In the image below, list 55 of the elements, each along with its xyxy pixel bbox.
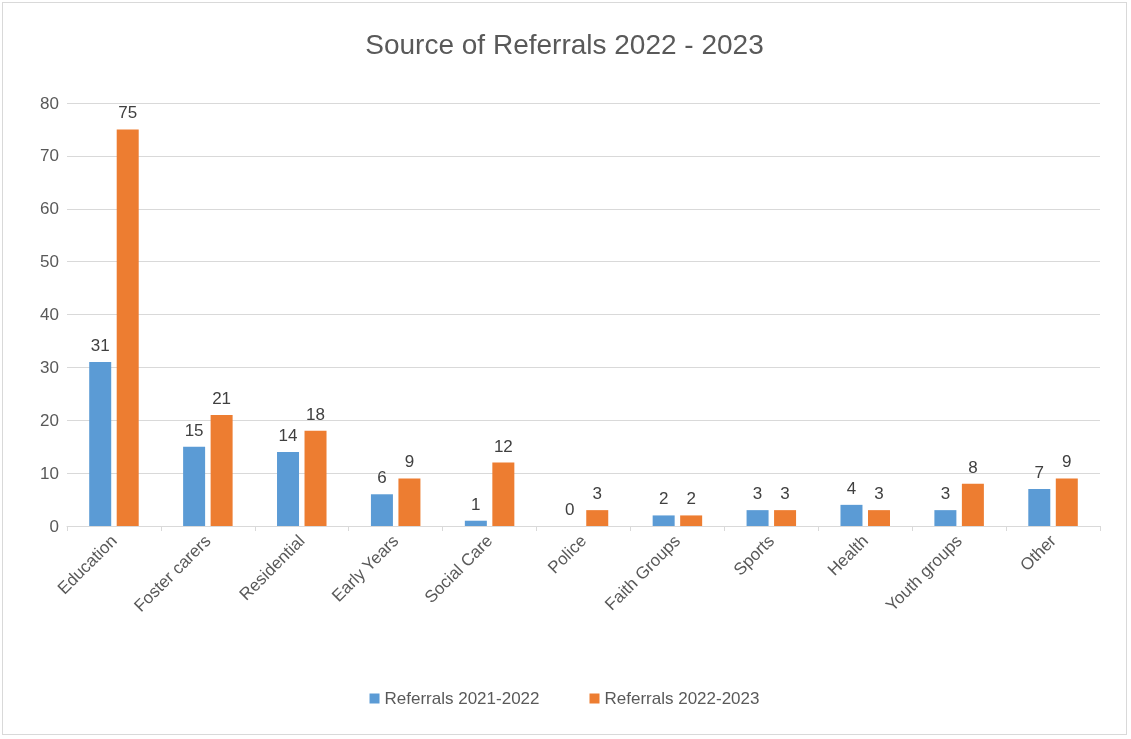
data-label: 2 (658, 489, 669, 509)
bar (398, 478, 421, 526)
bar (210, 414, 233, 526)
data-label: 12 (493, 436, 513, 456)
data-label: 14 (278, 425, 298, 445)
data-label: 3 (752, 484, 763, 504)
data-label: 4 (846, 478, 857, 498)
chart-title: Source of Referrals 2022 - 2023 (365, 28, 764, 60)
bar (867, 510, 890, 526)
data-label: 15 (184, 420, 204, 440)
data-label: 3 (940, 484, 951, 504)
bar (277, 451, 300, 526)
bar (89, 362, 112, 526)
bar (1028, 488, 1051, 526)
y-tick-label: 10 (40, 463, 59, 483)
bar (840, 504, 863, 526)
bar (183, 446, 206, 526)
data-label: 6 (377, 468, 387, 488)
bar (1055, 478, 1078, 526)
data-label: 2 (686, 489, 696, 509)
bar (304, 430, 327, 526)
data-label: 3 (874, 484, 884, 504)
y-tick-label: 80 (40, 93, 59, 113)
data-label: 9 (404, 452, 415, 472)
bar (370, 494, 393, 526)
data-label: 7 (1034, 462, 1045, 482)
y-tick-label: 30 (40, 357, 59, 377)
bar (116, 129, 139, 526)
data-label: 0 (565, 500, 575, 519)
data-label: 3 (592, 484, 602, 504)
data-label: 3 (780, 484, 790, 504)
bar (961, 483, 984, 526)
bar (652, 515, 675, 526)
data-label: 1 (471, 494, 481, 514)
legend-label: Referrals 2022-2023 (604, 689, 760, 708)
data-label: 18 (306, 404, 325, 424)
bar (746, 510, 769, 526)
y-tick-label: 40 (40, 305, 59, 324)
data-label: 31 (90, 336, 110, 356)
y-tick-label: 0 (49, 516, 59, 536)
data-label: 9 (1062, 452, 1072, 472)
y-tick-label: 70 (40, 146, 59, 166)
bar (586, 510, 609, 526)
bar (934, 510, 957, 526)
legend-label: Referrals 2021-2022 (384, 689, 540, 708)
y-tick-label: 50 (40, 252, 59, 272)
data-label: 8 (968, 457, 978, 477)
y-tick-label: 60 (40, 199, 59, 219)
bar (680, 515, 703, 526)
data-label: 75 (118, 103, 138, 123)
bar (774, 510, 797, 526)
y-tick-label: 20 (40, 410, 59, 430)
bar (464, 520, 487, 526)
bar (492, 462, 515, 526)
data-label: 21 (212, 388, 232, 408)
